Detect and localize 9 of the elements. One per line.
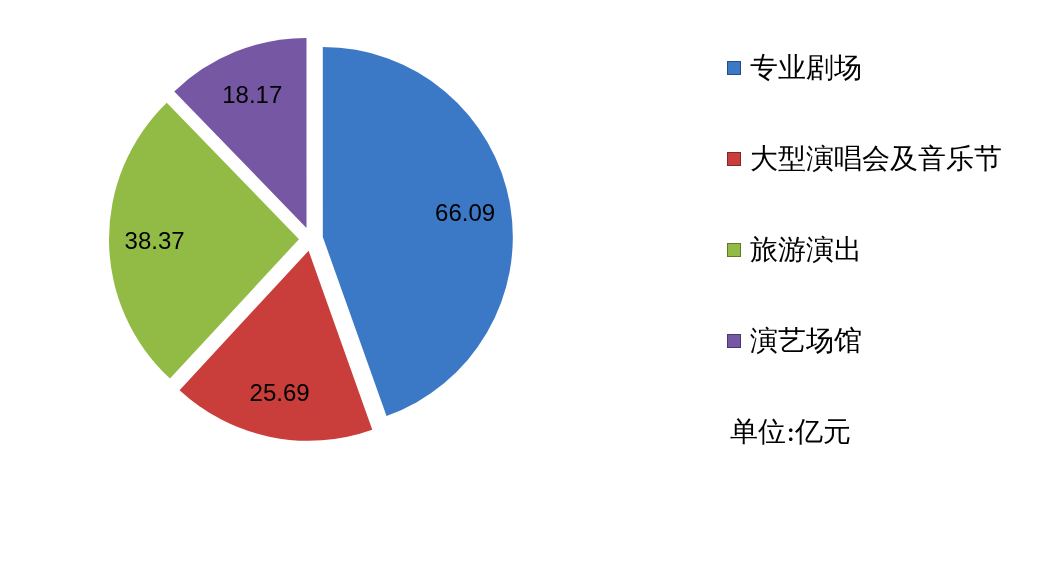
data-label: 25.69 [249,378,310,406]
legend-label: 大型演唱会及音乐节 [750,140,1002,177]
data-label: 66.09 [435,198,496,226]
data-label: 18.17 [222,80,283,108]
legend-label: 演艺场馆 [750,322,862,359]
data-label: 38.37 [124,227,185,255]
legend-label: 旅游演出 [750,231,862,268]
text: 单位:亿元 [730,413,852,450]
legend-label: 专业剧场 [750,49,862,86]
